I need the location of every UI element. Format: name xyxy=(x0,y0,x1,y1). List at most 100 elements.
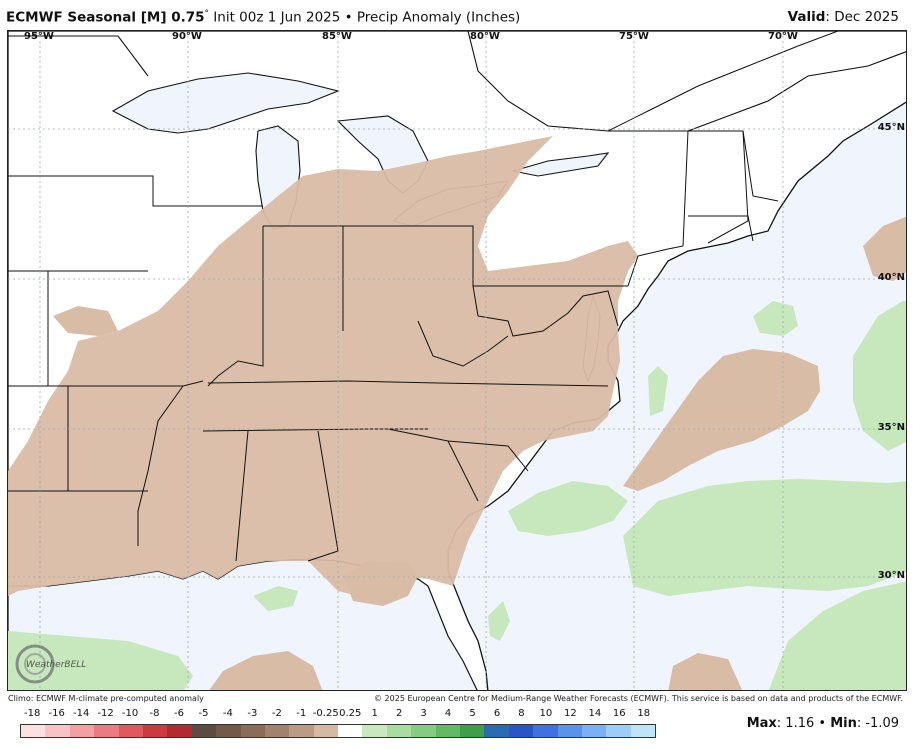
colorbar-tick-label: -16 xyxy=(48,708,65,719)
colorbar-swatch xyxy=(94,725,119,737)
colorbar-swatch xyxy=(240,725,265,737)
colorbar-tick-label: 1 xyxy=(371,708,378,719)
dry-anomaly-east xyxy=(863,216,906,281)
model-name: ECMWF Seasonal [M] 0.75 xyxy=(6,9,205,26)
colorbar-tick-label: 6 xyxy=(493,708,501,719)
colorbar-swatch xyxy=(630,725,656,737)
logo-text: WeatherBELL xyxy=(26,660,87,670)
colorbar-tick-label: 16 xyxy=(612,708,626,719)
wet-anomaly-gulf xyxy=(8,631,193,690)
dry-anomaly-main xyxy=(8,136,638,596)
lake-ontario xyxy=(512,152,610,177)
dry-anomaly-southeast xyxy=(668,653,743,690)
colorbar-swatch xyxy=(191,725,217,737)
degree-mark: ° xyxy=(204,9,210,19)
colorbar-tick-label: 0.25 xyxy=(339,708,362,719)
colorbar-tick-label: 14 xyxy=(588,708,602,719)
colorbar-tick-label: -8 xyxy=(149,708,160,719)
wet-anomaly-atlantic-2 xyxy=(623,479,906,596)
colorbar-swatch xyxy=(313,725,339,737)
min-value: : -1.09 xyxy=(856,716,899,731)
dry-anomaly-south xyxy=(209,651,323,690)
lat-label-45n: 45°N xyxy=(877,122,905,133)
wet-anomaly-small-2 xyxy=(648,366,668,416)
lon-label-90w: 90°W xyxy=(172,31,202,42)
colorbar-swatch xyxy=(216,725,241,737)
colorbar-tick-label: -5 xyxy=(198,708,209,719)
colorbar-swatch xyxy=(167,725,192,737)
header: ECMWF Seasonal [M] 0.75° Init 00z 1 Jun … xyxy=(0,0,913,30)
max-label: Max xyxy=(746,716,777,731)
wet-anomaly-small-4 xyxy=(488,601,510,641)
colorbar-tick-label: 10 xyxy=(539,708,553,719)
colorbar-tick-label: -4 xyxy=(222,708,233,719)
dry-anomaly-atlantic xyxy=(623,349,820,491)
logo: WeatherBELL xyxy=(12,641,102,687)
colorbar-swatch xyxy=(581,725,607,737)
valid-date: Valid: Dec 2025 xyxy=(788,9,899,25)
colorbar-swatch xyxy=(45,725,70,737)
lat-label-40n: 40°N xyxy=(877,272,905,283)
colorbar-tick-label: 3 xyxy=(420,708,427,719)
colorbar-swatch xyxy=(557,725,582,737)
lon-label-70w: 70°W xyxy=(768,31,798,42)
colorbar-tick-label: -6 xyxy=(174,708,184,719)
colorbar-swatch xyxy=(508,725,534,737)
colorbar-swatch xyxy=(118,725,143,737)
colorbar-swatch xyxy=(606,725,631,737)
canada-border xyxy=(8,31,906,132)
colorbar-swatch xyxy=(21,725,46,737)
logo-swirl-icon xyxy=(15,644,55,684)
colorbar-tick-label: -14 xyxy=(72,708,90,719)
colorbar-tick-label: 8 xyxy=(518,708,525,719)
colorbar-tick-label: -1 xyxy=(296,708,307,719)
map-title: ECMWF Seasonal [M] 0.75° Init 00z 1 Jun … xyxy=(6,9,520,26)
lon-label-95w: 95°W xyxy=(24,31,54,42)
colorbar-swatch xyxy=(338,725,363,737)
copyright-note: © 2025 European Centre for Medium-Range … xyxy=(374,694,903,703)
colorbar-tick-label: -0.25 xyxy=(312,708,339,719)
colorbar-swatch xyxy=(362,725,387,737)
lat-label-30n: 30°N xyxy=(877,570,905,581)
lake-superior xyxy=(111,72,340,134)
wet-anomaly-small-3 xyxy=(253,586,298,611)
title-rest: Init 00z 1 Jun 2025 • Precip Anomaly (In… xyxy=(209,9,521,26)
map-area[interactable]: WeatherBELL xyxy=(7,30,907,691)
wet-anomaly-small-1 xyxy=(753,301,798,336)
colorbar-tick-label: -12 xyxy=(97,708,114,719)
st-lawrence xyxy=(607,31,839,132)
lon-label-80w: 80°W xyxy=(470,31,500,42)
colorbar-tick-label: -10 xyxy=(121,708,139,719)
wet-anomaly-atlantic-1 xyxy=(508,481,628,536)
lon-label-85w: 85°W xyxy=(322,31,352,42)
wet-anomaly-east xyxy=(853,301,906,451)
min-label: Min xyxy=(830,716,857,731)
colorbar-tick-label: 4 xyxy=(444,708,452,719)
colorbar-tick-label: -18 xyxy=(24,708,41,719)
colorbar-swatch xyxy=(435,725,461,737)
colorbar-swatch xyxy=(69,725,95,737)
colorbar-tick-label: 5 xyxy=(469,708,476,719)
colorbar xyxy=(20,724,656,738)
valid-label: Valid xyxy=(787,9,826,25)
colorbar-swatch xyxy=(484,725,509,737)
colorbar-swatch xyxy=(386,725,412,737)
colorbar-tick-label: -3 xyxy=(247,708,258,719)
colorbar-tick-label: -2 xyxy=(271,708,282,719)
colorbar-swatch xyxy=(411,725,436,737)
colorbar-swatch xyxy=(142,725,168,737)
max-value: : 1.16 • xyxy=(776,716,831,731)
colorbar-tick-label: 18 xyxy=(637,708,651,719)
lat-label-35n: 35°N xyxy=(877,422,905,433)
colorbar-swatch xyxy=(460,725,485,737)
climo-note: Climo: ECMWF M-climate pre-computed anom… xyxy=(8,694,204,703)
wet-anomaly-southeast xyxy=(768,581,906,690)
colorbar-tick-label: 2 xyxy=(395,708,403,719)
colorbar-tick-label: 12 xyxy=(564,708,577,719)
colorbar-swatch xyxy=(264,725,290,737)
colorbar-swatch xyxy=(289,725,314,737)
lon-label-75w: 75°W xyxy=(619,31,649,42)
colorbar-swatch xyxy=(533,725,558,737)
footer xyxy=(0,691,913,750)
max-min-readout: Max: 1.16 • Min: -1.09 xyxy=(747,716,899,731)
